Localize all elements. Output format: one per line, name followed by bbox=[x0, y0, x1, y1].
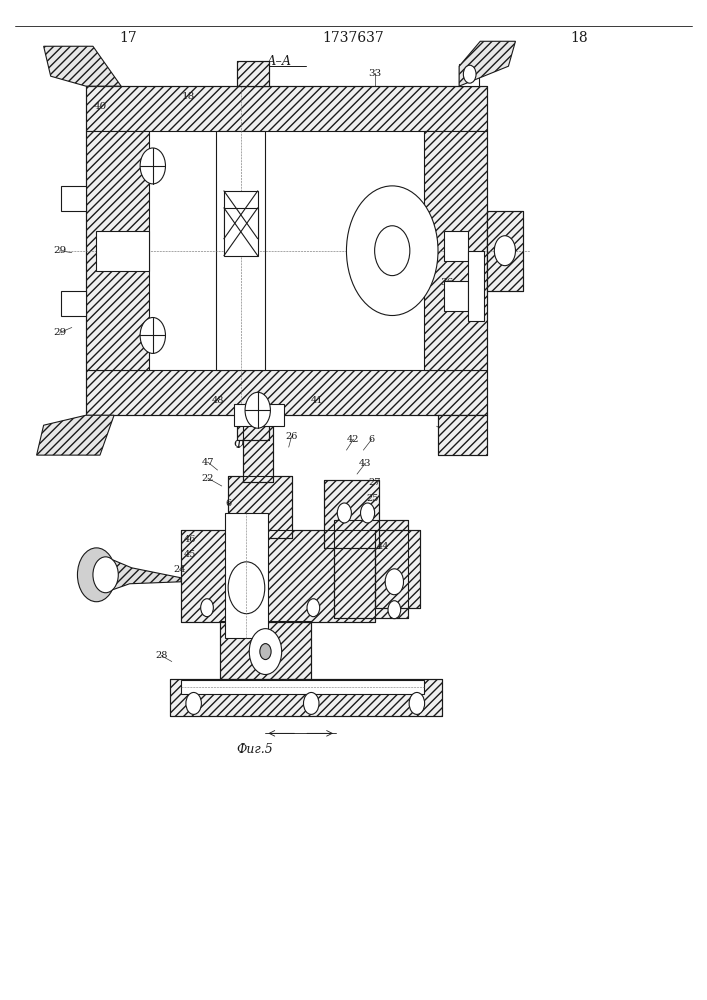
Bar bbox=[324, 480, 379, 548]
Bar bbox=[324, 480, 379, 548]
Bar bbox=[487, 211, 522, 291]
Circle shape bbox=[201, 599, 214, 617]
Text: 6: 6 bbox=[369, 435, 375, 444]
Bar bbox=[220, 621, 311, 679]
Text: 22: 22 bbox=[201, 474, 214, 483]
Bar bbox=[86, 86, 487, 131]
Bar bbox=[170, 679, 442, 716]
Text: 18: 18 bbox=[570, 31, 588, 45]
Text: 48: 48 bbox=[212, 396, 225, 405]
Text: 15: 15 bbox=[442, 429, 455, 438]
Circle shape bbox=[375, 226, 410, 276]
Bar bbox=[220, 621, 311, 679]
Text: 26: 26 bbox=[286, 432, 298, 441]
Circle shape bbox=[388, 601, 401, 619]
Polygon shape bbox=[459, 41, 515, 86]
Bar bbox=[438, 415, 487, 455]
Circle shape bbox=[494, 236, 515, 266]
Text: 42: 42 bbox=[347, 435, 360, 444]
Text: 18: 18 bbox=[182, 92, 194, 101]
Text: Фиг.5: Фиг.5 bbox=[237, 743, 274, 756]
Text: 17: 17 bbox=[119, 31, 137, 45]
Bar bbox=[238, 415, 269, 440]
Polygon shape bbox=[44, 46, 121, 86]
Bar bbox=[170, 679, 442, 716]
Bar bbox=[224, 191, 258, 239]
Bar bbox=[459, 64, 479, 86]
Circle shape bbox=[93, 557, 118, 593]
Text: 47: 47 bbox=[201, 458, 214, 467]
Circle shape bbox=[307, 599, 320, 617]
Bar bbox=[238, 61, 269, 86]
Text: Фиг.4: Фиг.4 bbox=[233, 438, 270, 451]
Text: А–А: А–А bbox=[267, 55, 292, 68]
Bar bbox=[181, 680, 424, 694]
Bar bbox=[487, 211, 522, 291]
Bar bbox=[224, 208, 258, 256]
Text: 36: 36 bbox=[440, 278, 453, 287]
Text: 33: 33 bbox=[368, 69, 381, 78]
Bar bbox=[334, 520, 409, 618]
Circle shape bbox=[245, 392, 270, 428]
Text: 41: 41 bbox=[310, 396, 323, 405]
Bar bbox=[226, 513, 267, 638]
Circle shape bbox=[186, 692, 201, 714]
Text: 28: 28 bbox=[155, 651, 168, 660]
Text: 1737637: 1737637 bbox=[322, 31, 385, 45]
Polygon shape bbox=[37, 415, 114, 455]
Bar bbox=[438, 415, 487, 455]
Bar bbox=[86, 131, 149, 370]
Bar bbox=[86, 370, 487, 415]
Bar bbox=[238, 61, 269, 86]
Text: 27: 27 bbox=[368, 478, 381, 487]
Circle shape bbox=[409, 692, 425, 714]
Bar bbox=[62, 186, 86, 211]
Text: 40: 40 bbox=[93, 102, 107, 111]
Circle shape bbox=[78, 548, 115, 602]
Text: 44: 44 bbox=[377, 542, 390, 551]
Circle shape bbox=[250, 629, 281, 675]
Circle shape bbox=[463, 65, 476, 83]
Circle shape bbox=[385, 569, 404, 595]
Circle shape bbox=[228, 562, 264, 614]
Bar bbox=[234, 404, 284, 426]
Bar bbox=[468, 251, 484, 320]
Bar bbox=[443, 281, 468, 311]
Text: 46: 46 bbox=[184, 535, 197, 544]
Text: 25: 25 bbox=[366, 494, 379, 503]
Bar bbox=[334, 520, 409, 618]
Bar bbox=[424, 131, 487, 370]
Bar bbox=[238, 415, 269, 440]
Circle shape bbox=[361, 503, 375, 523]
Bar bbox=[443, 231, 468, 261]
Circle shape bbox=[140, 318, 165, 353]
Bar bbox=[243, 422, 272, 482]
Circle shape bbox=[337, 503, 351, 523]
Text: 29: 29 bbox=[53, 246, 66, 255]
Text: 45: 45 bbox=[184, 550, 197, 559]
Circle shape bbox=[140, 148, 165, 184]
Circle shape bbox=[303, 692, 319, 714]
Bar bbox=[216, 131, 265, 370]
Bar bbox=[62, 291, 86, 316]
Bar bbox=[96, 231, 149, 271]
Circle shape bbox=[260, 644, 271, 660]
Text: 6: 6 bbox=[225, 499, 231, 508]
Bar bbox=[375, 530, 421, 608]
Bar bbox=[243, 422, 272, 482]
Bar bbox=[86, 86, 487, 415]
Text: 29: 29 bbox=[53, 328, 66, 337]
Bar bbox=[181, 530, 375, 622]
Bar bbox=[228, 476, 291, 538]
Polygon shape bbox=[101, 560, 181, 590]
Bar bbox=[228, 476, 291, 538]
Bar bbox=[375, 530, 421, 608]
Circle shape bbox=[346, 186, 438, 316]
Text: 43: 43 bbox=[359, 459, 372, 468]
Text: 24: 24 bbox=[173, 565, 186, 574]
Bar bbox=[181, 530, 375, 622]
